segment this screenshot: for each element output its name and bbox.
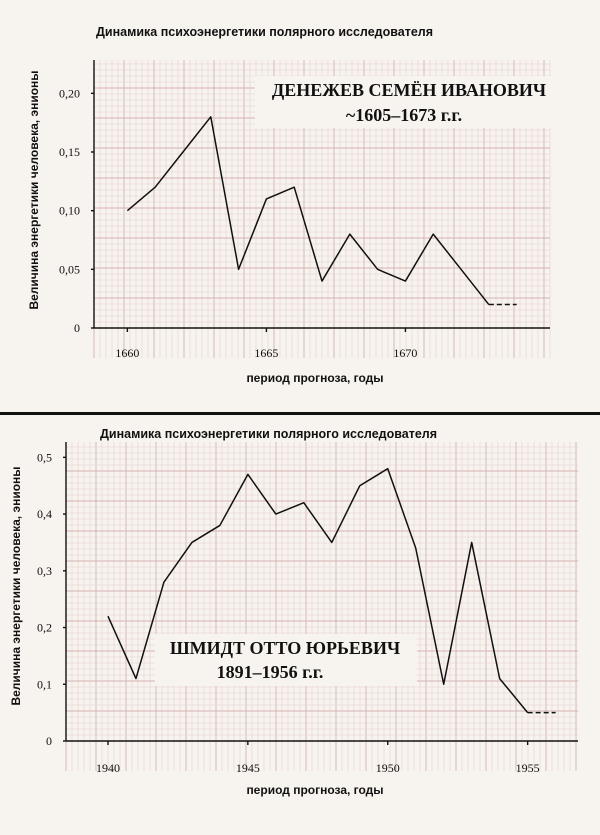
x-tick-label: 1945 — [236, 761, 260, 775]
y-tick-label: 0,3 — [37, 564, 52, 578]
x-tick-label: 1660 — [115, 346, 139, 360]
chart-denezhev: 1660 1665 1670 0 0,05 0,10 0,15 0,20 Динамика п… — [27, 25, 567, 385]
grid — [65, 442, 578, 771]
x-axis-title: период прогноза, годы — [246, 371, 383, 385]
chart-panel-denezhev: 1660 1665 1670 0 0,05 0,10 0,15 0,20 Динамика п… — [0, 0, 600, 412]
x-tick-label: 1670 — [393, 346, 417, 360]
axes — [91, 60, 550, 332]
x-tick-label: 1940 — [96, 761, 120, 775]
chart-title: Динамика психоэнергетики полярного иссле… — [96, 25, 433, 39]
person-name: ШМИДТ ОТТО ЮРЬЕВИЧ — [170, 638, 400, 658]
life-years: 1891–1956 г.г. — [217, 662, 324, 682]
panel-separator — [0, 412, 600, 415]
y-tick-label: 0,20 — [59, 86, 80, 100]
life-years: ~1605–1673 г.г. — [346, 105, 462, 125]
x-tick-label: 1665 — [254, 346, 278, 360]
y-tick-label: 0,1 — [37, 677, 52, 691]
y-tick-label: 0,10 — [59, 204, 80, 218]
x-tick-label: 1950 — [376, 761, 400, 775]
axes — [63, 442, 578, 745]
chart-panel-shmidt: 1940 1945 1950 1955 0 0,1 0,2 0,3 0,4 0,5 Динамик… — [0, 416, 600, 835]
person-name: ДЕНЕЖЕВ СЕМЁН ИВАНОВИЧ — [272, 80, 546, 100]
y-tick-label: 0,15 — [59, 145, 80, 159]
annotation-background — [255, 76, 567, 128]
tick-labels: 1940 1945 1950 1955 0 0,1 0,2 0,3 0,4 0,5 — [37, 450, 540, 775]
y-tick-label: 0,05 — [59, 262, 80, 276]
chart-shmidt: 1940 1945 1950 1955 0 0,1 0,2 0,3 0,4 0,5 Динамик… — [9, 427, 578, 797]
y-axis-title: Величина энергетики человека, энионы — [9, 466, 23, 705]
series-line — [126, 116, 490, 305]
x-tick-label: 1955 — [516, 761, 540, 775]
annotation-background — [155, 634, 417, 686]
tick-labels: 1660 1665 1670 0 0,05 0,10 0,15 0,20 — [59, 86, 417, 360]
series — [126, 116, 517, 306]
series — [107, 467, 556, 714]
x-axis-title: период прогноза, годы — [246, 783, 383, 797]
chart-title: Динамика психоэнергетики полярного иссле… — [100, 427, 437, 441]
y-tick-label: 0,5 — [37, 450, 52, 464]
y-tick-label: 0,4 — [37, 507, 52, 521]
y-axis-title: Величина энергетики человека, энионы — [27, 70, 41, 309]
series-line — [107, 467, 529, 714]
y-tick-label: 0 — [46, 734, 52, 748]
y-tick-label: 0 — [74, 321, 80, 335]
y-tick-label: 0,2 — [37, 621, 52, 635]
